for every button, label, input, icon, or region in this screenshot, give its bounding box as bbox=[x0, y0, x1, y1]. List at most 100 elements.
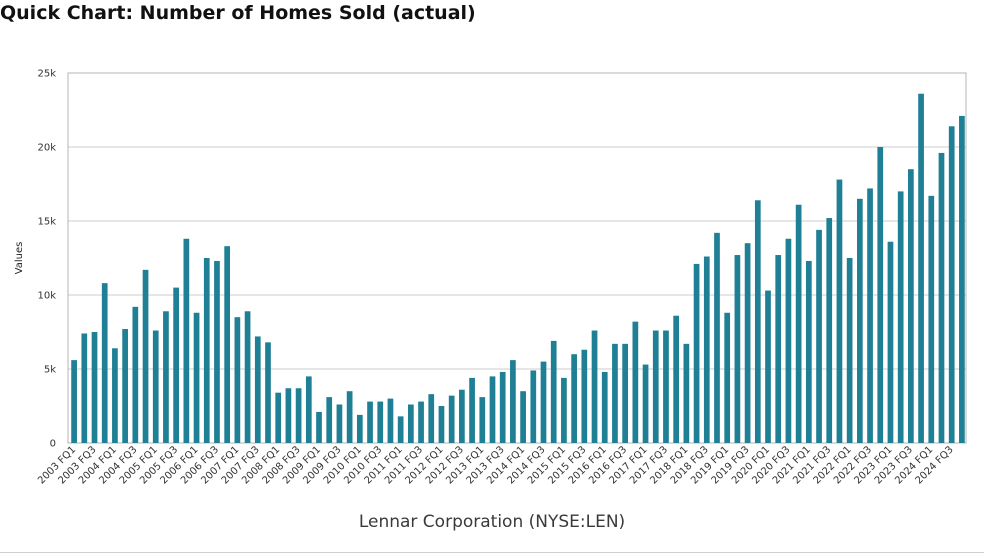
bar bbox=[561, 377, 567, 443]
bar bbox=[612, 343, 618, 443]
bar bbox=[305, 376, 312, 443]
bar bbox=[285, 388, 292, 443]
chart-title: Quick Chart: Number of Homes Sold (actua… bbox=[0, 2, 476, 24]
y-tick-label: 20k bbox=[37, 143, 56, 154]
bar bbox=[183, 238, 190, 443]
bar bbox=[805, 260, 812, 443]
bar bbox=[459, 389, 465, 443]
bar bbox=[295, 388, 302, 443]
bar bbox=[928, 195, 935, 443]
bar bbox=[438, 406, 445, 443]
bar bbox=[224, 246, 231, 443]
bar bbox=[254, 336, 261, 443]
bar bbox=[897, 191, 904, 443]
bar bbox=[601, 371, 608, 443]
bar bbox=[652, 330, 659, 443]
bar bbox=[71, 360, 77, 443]
bar bbox=[908, 169, 914, 443]
bar bbox=[581, 349, 588, 443]
y-tick-label: 5k bbox=[44, 365, 56, 376]
bar bbox=[193, 312, 200, 443]
bar bbox=[867, 188, 873, 443]
bar bbox=[346, 391, 353, 443]
bar bbox=[132, 306, 139, 443]
bar bbox=[265, 342, 271, 443]
bar bbox=[775, 255, 782, 443]
bar bbox=[418, 401, 424, 443]
bar bbox=[326, 397, 333, 443]
bar bbox=[377, 401, 384, 443]
bar bbox=[428, 394, 435, 443]
bar bbox=[540, 361, 547, 443]
y-tick-label: 0 bbox=[50, 439, 56, 450]
bar bbox=[703, 256, 710, 443]
bar bbox=[101, 283, 108, 443]
bar bbox=[152, 330, 159, 443]
bar bbox=[356, 414, 363, 443]
bar bbox=[214, 260, 220, 443]
bar bbox=[316, 411, 322, 443]
bar bbox=[734, 255, 741, 443]
bar bbox=[785, 238, 792, 443]
bar bbox=[367, 401, 373, 443]
y-tick-label: 10k bbox=[37, 291, 56, 302]
bar bbox=[877, 147, 884, 443]
bar bbox=[234, 317, 241, 443]
bar bbox=[244, 311, 251, 443]
bar bbox=[836, 179, 843, 443]
bar bbox=[846, 258, 853, 443]
bar bbox=[714, 232, 720, 443]
bar bbox=[489, 376, 496, 443]
bar bbox=[857, 198, 863, 443]
bar bbox=[510, 360, 516, 443]
bar bbox=[173, 287, 179, 443]
bar bbox=[591, 330, 598, 443]
bottom-divider bbox=[0, 552, 984, 553]
bar bbox=[622, 343, 628, 443]
bar bbox=[693, 263, 700, 443]
bar bbox=[744, 243, 751, 443]
bar bbox=[163, 311, 169, 443]
bar bbox=[499, 371, 506, 443]
bar bbox=[203, 258, 210, 443]
bar bbox=[142, 269, 149, 443]
bar bbox=[275, 392, 282, 443]
bar bbox=[550, 340, 557, 443]
bar bbox=[938, 152, 945, 444]
bar bbox=[479, 397, 486, 443]
bar bbox=[683, 343, 690, 443]
y-tick-label: 25k bbox=[37, 69, 56, 80]
bar bbox=[81, 333, 88, 443]
bar bbox=[795, 204, 802, 443]
bar bbox=[754, 200, 761, 443]
bar bbox=[469, 377, 475, 443]
bar bbox=[642, 364, 649, 443]
bar bbox=[408, 404, 414, 443]
bar bbox=[673, 315, 680, 443]
plot-area-frame bbox=[67, 72, 967, 444]
bar bbox=[112, 348, 118, 443]
bar bbox=[724, 312, 731, 443]
y-axis-title: Values bbox=[14, 242, 25, 275]
bar bbox=[918, 93, 924, 443]
bar bbox=[887, 241, 894, 443]
bar bbox=[959, 115, 965, 444]
bar bbox=[826, 218, 833, 443]
bar bbox=[632, 321, 639, 443]
bar bbox=[948, 126, 955, 443]
company-label: Lennar Corporation (NYSE:LEN) bbox=[358, 512, 626, 532]
bar bbox=[765, 290, 771, 443]
bar bbox=[520, 391, 526, 443]
bar bbox=[530, 370, 537, 443]
bar bbox=[816, 229, 822, 443]
bar bbox=[387, 398, 394, 443]
bar bbox=[91, 332, 98, 443]
bar bbox=[122, 329, 128, 443]
y-tick-label: 15k bbox=[37, 217, 56, 228]
y-axis-ticks: 0 5k 10k 15k 20k 25k bbox=[37, 69, 56, 450]
bar-series bbox=[71, 93, 965, 444]
bar bbox=[336, 404, 343, 443]
bar bbox=[663, 330, 669, 443]
